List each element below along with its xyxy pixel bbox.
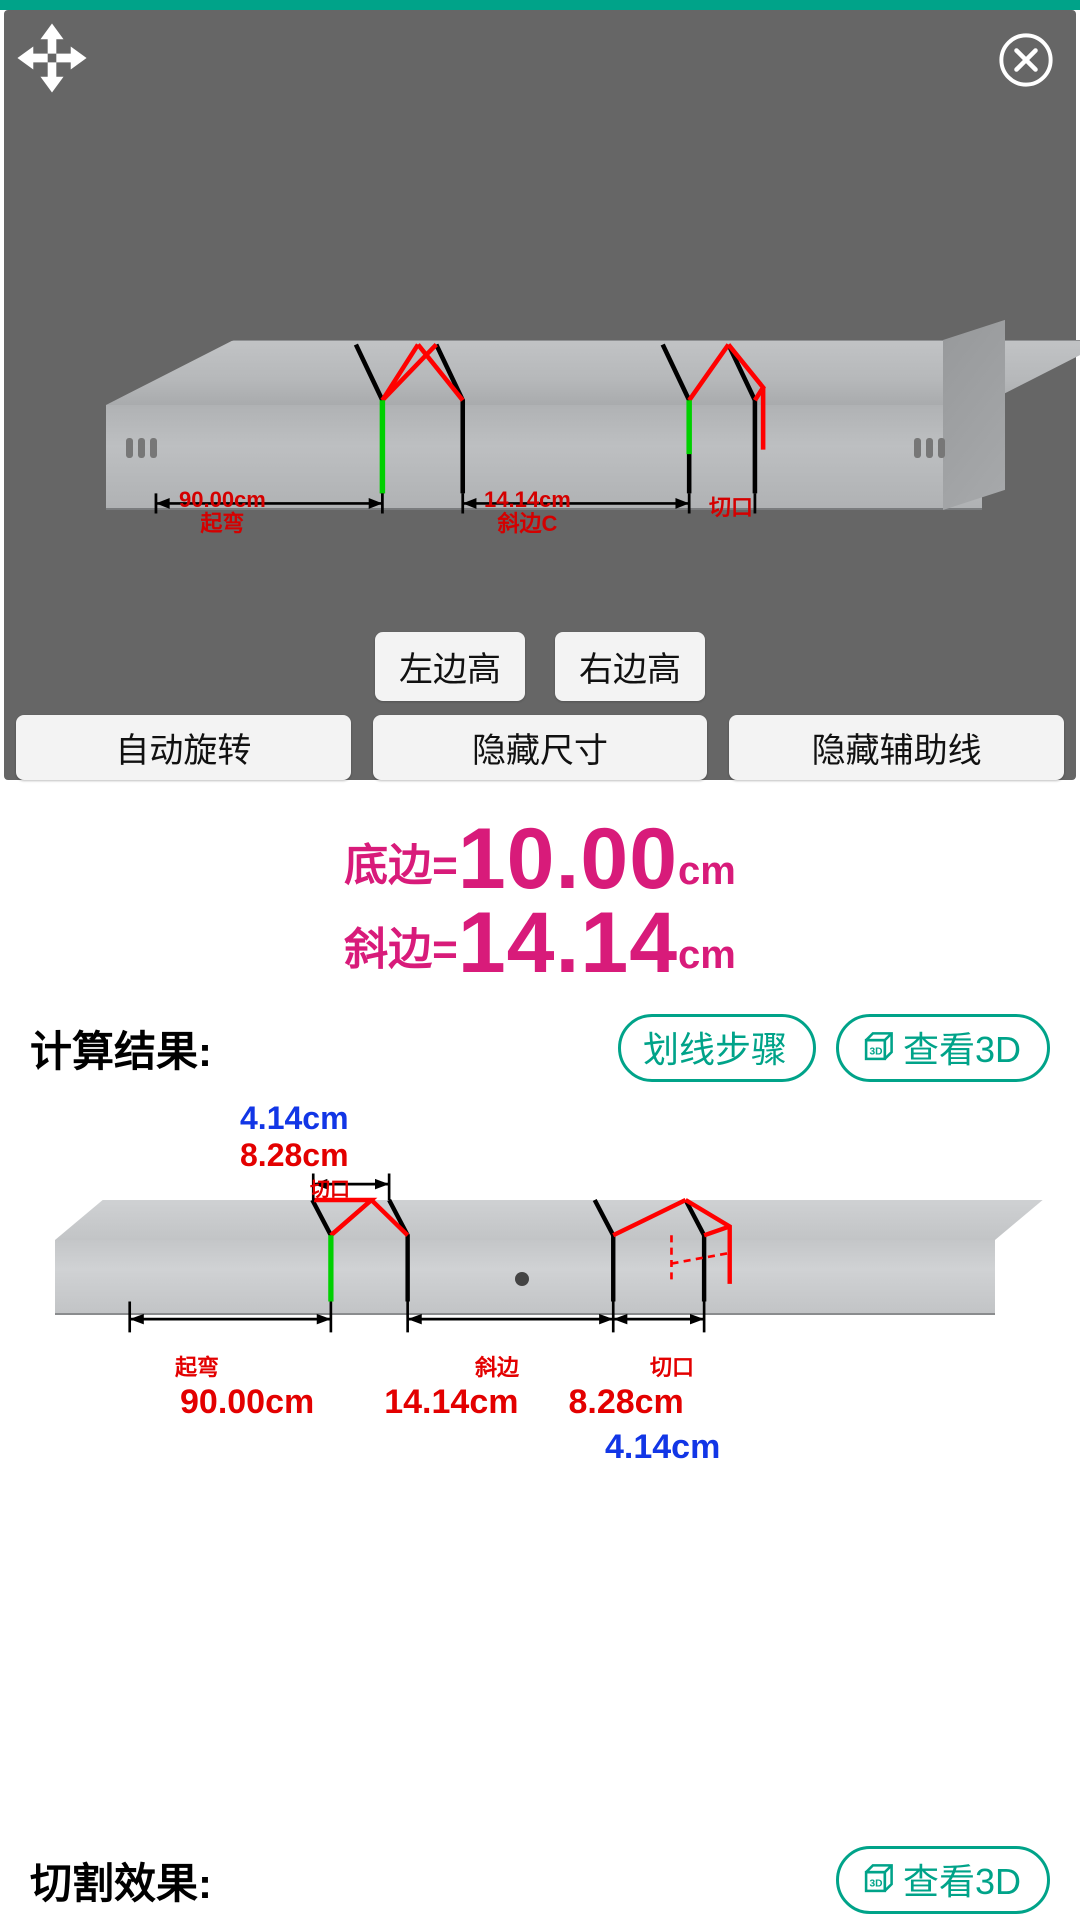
- bottom-dim-blue: 4.14cm: [605, 1428, 720, 1467]
- toggle-dimensions-button[interactable]: 隐藏尺寸: [373, 715, 708, 780]
- close-icon[interactable]: [998, 32, 1054, 88]
- cube-3d-icon: 3D: [861, 1862, 895, 1896]
- seg-label-a: 起弯: [175, 1350, 219, 1382]
- viewer-panel: 90.00cm起弯 14.14cm斜边C 切口 左边高 右边高 自动旋转 隐藏尺…: [4, 10, 1076, 780]
- seg-label-c: 切口: [650, 1350, 694, 1382]
- overlay-seg1: 90.00cm起弯: [179, 488, 266, 536]
- marking-steps-button[interactable]: 划线步骤: [618, 1014, 816, 1082]
- left-high-button[interactable]: 左边高: [375, 632, 525, 701]
- toggle-guides-button[interactable]: 隐藏辅助线: [729, 715, 1064, 780]
- overlay-seg2: 14.14cm斜边C: [484, 488, 571, 536]
- right-high-button[interactable]: 右边高: [555, 632, 705, 701]
- cube-3d-icon: 3D: [861, 1030, 895, 1064]
- result-diagram: 4.14cm 8.28cm: [0, 1100, 1080, 1470]
- bottom-dimensions: 90.00cm 14.14cm 8.28cm: [0, 1383, 1080, 1422]
- svg-text:3D: 3D: [869, 1047, 882, 1058]
- formula-bottom-edge: 底边=10.00cm: [0, 816, 1080, 902]
- top-dim-blue: 4.14cm: [240, 1100, 349, 1137]
- seg-label-b: 斜边: [475, 1350, 519, 1382]
- diagram-lines: [55, 1200, 1025, 1350]
- formula-hypotenuse: 斜边=14.14cm: [0, 900, 1080, 986]
- results-area: 底边=10.00cm 斜边=14.14cm 计算结果: 划线步骤 3D 查看3D: [0, 790, 1080, 1920]
- beam-3d-render[interactable]: 90.00cm起弯 14.14cm斜边C 切口: [84, 340, 1004, 550]
- svg-text:3D: 3D: [869, 1879, 882, 1890]
- cutting-effect-title: 切割效果:: [30, 1850, 212, 1911]
- view-3d-cut-button[interactable]: 3D 查看3D: [836, 1846, 1050, 1914]
- auto-rotate-button[interactable]: 自动旋转: [16, 715, 351, 780]
- seg-label-topcut: 切口: [310, 1173, 350, 1202]
- top-dim-red: 8.28cm: [240, 1137, 349, 1174]
- overlay-seg3: 切口: [709, 496, 753, 520]
- view-3d-button[interactable]: 3D 查看3D: [836, 1014, 1050, 1082]
- move-icon[interactable]: [16, 22, 88, 94]
- calculation-result-title: 计算结果:: [30, 1018, 212, 1079]
